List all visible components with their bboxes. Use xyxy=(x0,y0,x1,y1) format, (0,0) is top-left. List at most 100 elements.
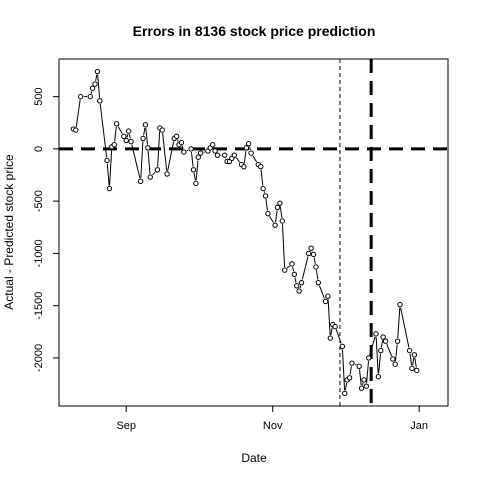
data-point xyxy=(196,155,200,159)
data-point xyxy=(391,357,395,361)
data-point xyxy=(407,348,411,352)
data-point xyxy=(350,361,354,365)
data-point xyxy=(311,252,315,256)
data-point xyxy=(393,362,397,366)
data-point xyxy=(299,280,303,284)
data-point xyxy=(362,378,366,382)
data-point xyxy=(273,223,277,227)
data-point xyxy=(295,284,299,288)
x-tick-label: Nov xyxy=(263,420,283,432)
data-point xyxy=(359,386,363,390)
data-point xyxy=(107,186,111,190)
data-point xyxy=(78,94,82,98)
data-point xyxy=(213,149,217,153)
data-point xyxy=(114,122,118,126)
data-point xyxy=(215,153,219,157)
data-point xyxy=(328,336,332,340)
data-point xyxy=(309,246,313,250)
series-line-segment xyxy=(187,150,188,151)
data-point xyxy=(357,364,361,368)
y-tick-label: -500 xyxy=(33,190,45,212)
data-point xyxy=(194,181,198,185)
data-point xyxy=(275,205,279,209)
data-point xyxy=(198,151,202,155)
data-point xyxy=(189,147,193,151)
y-tick-label: -1000 xyxy=(33,239,45,267)
data-point xyxy=(112,143,116,147)
data-point xyxy=(297,289,301,293)
data-point xyxy=(398,302,402,306)
data-point xyxy=(126,129,130,133)
data-point xyxy=(410,366,414,370)
series-line-segment xyxy=(355,364,356,365)
data-point xyxy=(263,194,267,198)
data-point xyxy=(90,86,94,90)
data-point xyxy=(412,353,416,357)
data-point xyxy=(122,134,126,138)
data-point xyxy=(179,140,183,144)
x-tick-label: Jan xyxy=(410,420,428,432)
data-point xyxy=(148,175,152,179)
data-point xyxy=(95,69,99,73)
y-tick-label: 0 xyxy=(33,146,45,152)
y-tick-label: 500 xyxy=(33,87,45,105)
y-axis-title: Actual - Predicted stock price xyxy=(2,154,16,310)
data-point xyxy=(333,324,337,328)
data-point xyxy=(174,134,178,138)
x-axis-title: Date xyxy=(241,451,267,465)
data-point xyxy=(222,153,226,157)
data-point xyxy=(210,143,214,147)
data-point xyxy=(105,158,109,162)
data-point xyxy=(314,265,318,269)
data-point xyxy=(383,339,387,343)
data-point xyxy=(93,82,97,86)
data-point xyxy=(307,251,311,255)
data-point xyxy=(283,268,287,272)
data-point xyxy=(347,376,351,380)
data-point xyxy=(316,280,320,284)
data-point xyxy=(395,339,399,343)
data-point xyxy=(278,201,282,205)
data-point xyxy=(376,375,380,379)
data-point xyxy=(182,150,186,154)
data-point xyxy=(242,164,246,168)
data-point xyxy=(259,164,263,168)
data-point xyxy=(415,368,419,372)
data-point xyxy=(165,172,169,176)
data-point xyxy=(88,94,92,98)
data-point xyxy=(124,138,128,142)
data-point xyxy=(280,219,284,223)
series-line-segment xyxy=(300,286,301,288)
series-line-segment xyxy=(91,91,92,93)
data-point xyxy=(191,168,195,172)
data-point xyxy=(374,332,378,336)
data-point xyxy=(367,356,371,360)
data-point xyxy=(364,384,368,388)
data-point xyxy=(98,99,102,103)
data-point xyxy=(343,391,347,395)
data-point xyxy=(340,344,344,348)
data-point xyxy=(290,262,294,266)
data-point xyxy=(249,151,253,155)
data-point xyxy=(232,153,236,157)
data-point xyxy=(160,128,164,132)
y-tick-label: -1500 xyxy=(33,292,45,320)
chart-title: Errors in 8136 stock price prediction xyxy=(133,23,376,39)
x-tick-label: Sep xyxy=(116,420,136,432)
data-point xyxy=(141,136,145,140)
data-point xyxy=(143,123,147,127)
data-point xyxy=(129,139,133,143)
data-point xyxy=(261,186,265,190)
data-point xyxy=(323,299,327,303)
data-point xyxy=(138,179,142,183)
data-point xyxy=(146,146,150,150)
series-line-segment xyxy=(362,383,363,385)
data-point xyxy=(244,146,248,150)
data-point xyxy=(326,294,330,298)
data-point xyxy=(246,141,250,145)
data-point xyxy=(155,168,159,172)
y-tick-label: -2000 xyxy=(33,344,45,372)
series-line-segment xyxy=(178,139,179,141)
